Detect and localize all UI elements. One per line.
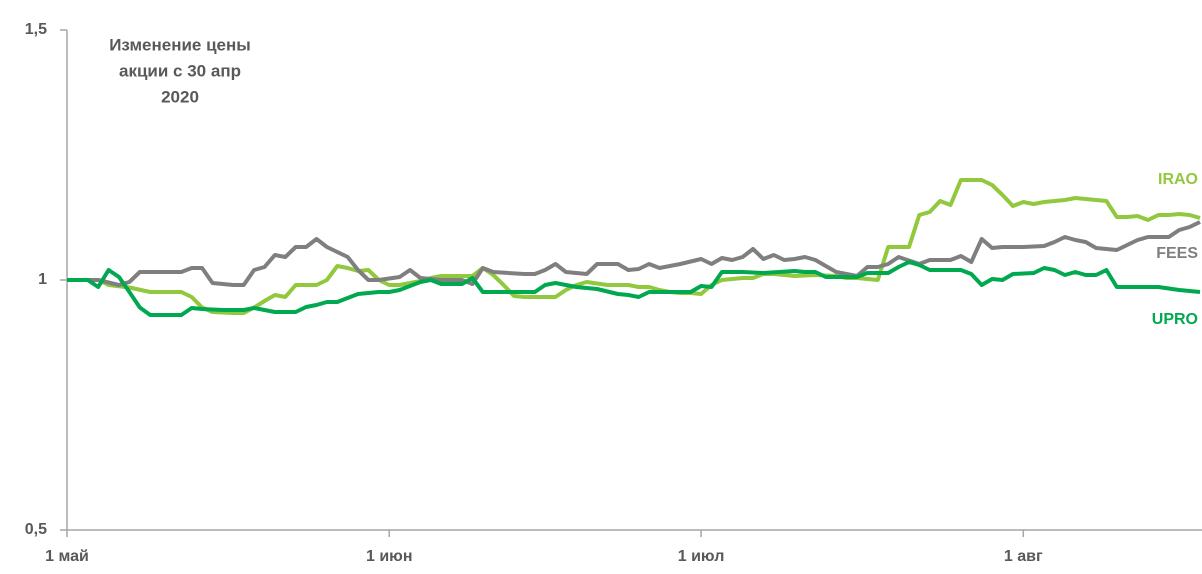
series-line: [67, 260, 1201, 317]
series-label: IRAO: [1158, 171, 1198, 188]
x-tick-label: 1 май: [45, 548, 89, 565]
x-tick-label: 1 июн: [366, 548, 413, 565]
series-label: UPRO: [1152, 311, 1198, 328]
y-tick-label: 1: [38, 271, 47, 288]
x-tick-label: 1 авг: [1004, 548, 1043, 565]
y-tick-label: 1,5: [25, 21, 47, 38]
annotation: 2020: [161, 87, 199, 106]
annotation: акции с 30 апр: [119, 61, 241, 80]
y-tick-label: 0,5: [25, 521, 47, 538]
series-line: [67, 220, 1201, 287]
annotation: Изменение цены: [109, 35, 251, 54]
x-tick-label: 1 июл: [678, 548, 725, 565]
series-label: FEES: [1156, 245, 1198, 262]
